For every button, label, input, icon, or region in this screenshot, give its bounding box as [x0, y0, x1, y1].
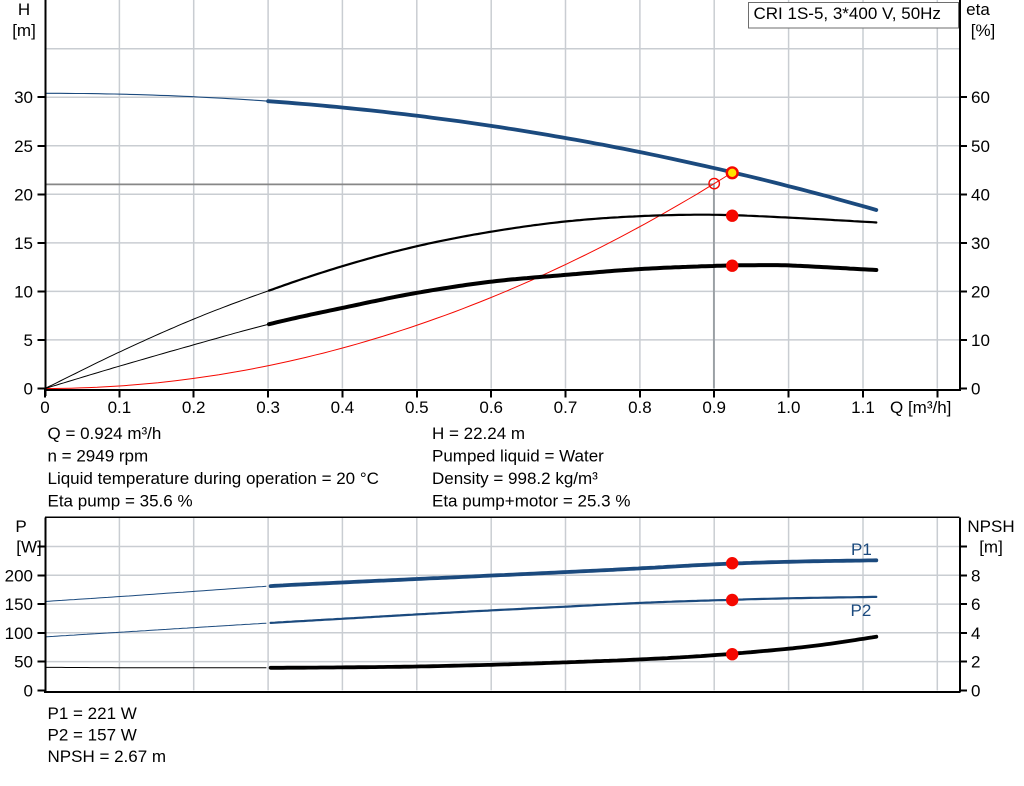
svg-text:[%]: [%] [971, 21, 996, 40]
svg-text:H = 22.24 m: H = 22.24 m [432, 424, 525, 443]
svg-text:60: 60 [971, 88, 990, 107]
svg-text:Q = 0.924 m³/h: Q = 0.924 m³/h [48, 424, 162, 443]
svg-text:15: 15 [14, 234, 33, 253]
svg-text:40: 40 [971, 185, 990, 204]
svg-text:0: 0 [24, 380, 33, 399]
svg-text:4: 4 [971, 624, 980, 643]
svg-text:Eta pump+motor = 25.3 %: Eta pump+motor = 25.3 % [432, 492, 630, 511]
svg-text:Q [m³/h]: Q [m³/h] [890, 398, 951, 417]
svg-text:NPSH = 2.67 m: NPSH = 2.67 m [48, 747, 167, 766]
svg-text:0: 0 [40, 398, 49, 417]
svg-text:20: 20 [971, 282, 990, 301]
svg-text:10: 10 [14, 282, 33, 301]
svg-text:H: H [18, 0, 30, 19]
svg-text:1.1: 1.1 [851, 398, 875, 417]
svg-text:NPSH: NPSH [967, 517, 1014, 536]
svg-text:eta: eta [966, 0, 990, 19]
svg-text:10: 10 [971, 331, 990, 350]
svg-text:CRI 1S-5, 3*400 V, 50Hz: CRI 1S-5, 3*400 V, 50Hz [754, 4, 941, 23]
svg-text:Pumped liquid = Water: Pumped liquid = Water [432, 447, 604, 466]
svg-text:0.9: 0.9 [702, 398, 726, 417]
svg-text:5: 5 [24, 331, 33, 350]
svg-text:2: 2 [971, 653, 980, 672]
svg-text:150: 150 [5, 595, 33, 614]
svg-text:0: 0 [24, 681, 33, 700]
svg-text:8: 8 [971, 566, 980, 585]
svg-text:P2 = 157 W: P2 = 157 W [48, 726, 137, 745]
svg-text:0: 0 [971, 681, 980, 700]
svg-text:100: 100 [5, 624, 33, 643]
svg-text:P2: P2 [851, 601, 872, 620]
svg-text:50: 50 [14, 653, 33, 672]
svg-text:1.0: 1.0 [777, 398, 801, 417]
svg-text:P1: P1 [851, 540, 872, 559]
svg-text:50: 50 [971, 137, 990, 156]
svg-text:20: 20 [14, 185, 33, 204]
svg-text:0.7: 0.7 [554, 398, 578, 417]
svg-text:0.6: 0.6 [479, 398, 503, 417]
svg-text:[m]: [m] [979, 538, 1003, 557]
svg-text:n = 2949 rpm: n = 2949 rpm [48, 447, 149, 466]
svg-text:6: 6 [971, 595, 980, 614]
svg-text:0.2: 0.2 [182, 398, 206, 417]
svg-text:0.5: 0.5 [405, 398, 429, 417]
svg-text:25: 25 [14, 137, 33, 156]
svg-text:P1 = 221 W: P1 = 221 W [48, 704, 137, 723]
svg-text:0.3: 0.3 [256, 398, 280, 417]
svg-text:[m]: [m] [12, 21, 36, 40]
svg-text:Liquid temperature during oper: Liquid temperature during operation = 20… [48, 469, 379, 488]
svg-text:Eta pump = 35.6 %: Eta pump = 35.6 % [48, 492, 193, 511]
svg-text:200: 200 [5, 566, 33, 585]
svg-text:30: 30 [14, 88, 33, 107]
svg-text:0: 0 [971, 380, 980, 399]
svg-text:0.4: 0.4 [331, 398, 355, 417]
svg-text:P: P [15, 517, 26, 536]
svg-text:0.1: 0.1 [108, 398, 132, 417]
svg-text:0.8: 0.8 [628, 398, 652, 417]
svg-text:30: 30 [971, 234, 990, 253]
svg-text:Density = 998.2 kg/m³: Density = 998.2 kg/m³ [432, 469, 598, 488]
svg-text:[W]: [W] [16, 538, 42, 557]
